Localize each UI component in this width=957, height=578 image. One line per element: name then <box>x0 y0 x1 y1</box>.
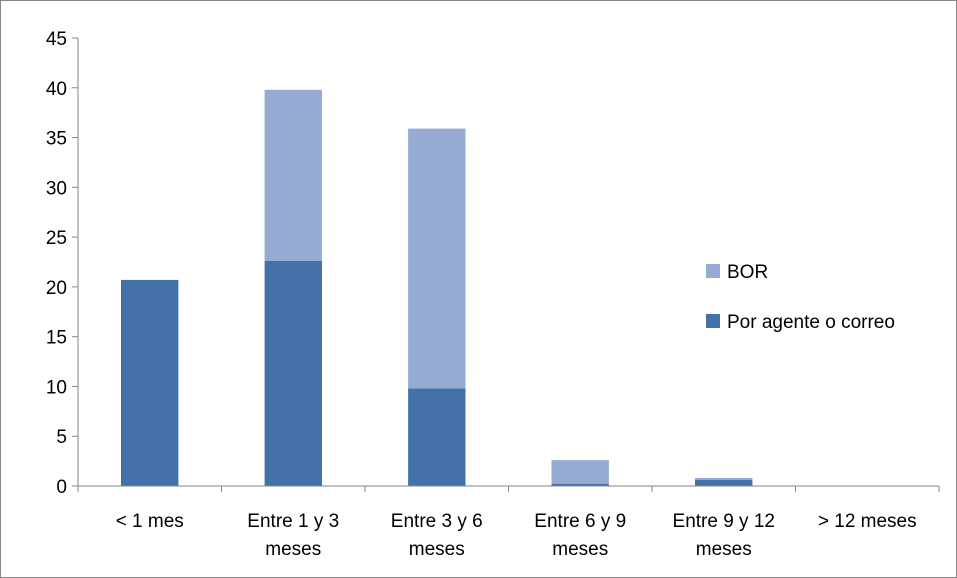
labels-layer: 0 5 10 15 20 25 30 35 40 45 < 1 mes Entre 1 y 3 mese… <box>46 29 917 560</box>
y-tick-label: 40 <box>46 79 67 100</box>
y-tick-label: 30 <box>46 178 67 199</box>
bar-por-agente-2 <box>408 388 466 486</box>
bar-bor-3 <box>551 460 609 484</box>
legend: BOR Por agente o correo <box>706 262 895 333</box>
x-category-label: Entre 3 y 6 meses <box>391 511 483 560</box>
x-category-label: < 1 mes <box>116 511 184 532</box>
x-category-label: Entre 9 y 12 meses <box>673 511 775 560</box>
legend-label: BOR <box>727 262 768 283</box>
y-tick-label: 0 <box>56 477 67 498</box>
x-category-label-line: Entre 6 y 9 <box>534 511 626 532</box>
y-tick-label: 5 <box>56 427 67 448</box>
x-category-label-line: < 1 mes <box>116 511 184 532</box>
bars-layer <box>121 89 753 486</box>
legend-swatch <box>706 314 720 328</box>
bar-bor-4 <box>695 478 753 480</box>
bar-bor-1 <box>264 89 322 261</box>
y-tick-label: 15 <box>46 328 67 349</box>
x-category-label-line: > 12 meses <box>818 511 917 532</box>
y-tick-label: 20 <box>46 278 67 299</box>
axes-layer <box>72 37 940 492</box>
x-category-label-line: Entre 1 y 3 <box>247 511 339 532</box>
bar-por-agente-4 <box>695 480 753 486</box>
x-category-label-line: meses <box>265 539 321 560</box>
legend-swatch <box>706 264 720 278</box>
y-tick-label: 45 <box>46 29 67 50</box>
x-category-label-line: meses <box>696 539 752 560</box>
y-tick-label: 35 <box>46 129 67 150</box>
x-category-label: Entre 1 y 3 meses <box>247 511 339 560</box>
x-category-label: > 12 meses <box>818 511 917 532</box>
y-tick-label: 10 <box>46 377 67 398</box>
bar-por-agente-0 <box>121 279 179 486</box>
x-category-label-line: Entre 3 y 6 <box>391 511 483 532</box>
y-tick-label: 25 <box>46 228 67 249</box>
bar-por-agente-3 <box>551 484 609 486</box>
x-category-label: Entre 6 y 9 meses <box>534 511 626 560</box>
x-category-label-line: meses <box>552 539 608 560</box>
x-category-label-line: Entre 9 y 12 <box>673 511 775 532</box>
bar-bor-2 <box>408 128 466 389</box>
bar-por-agente-1 <box>264 261 322 486</box>
legend-label: Por agente o correo <box>727 312 895 333</box>
x-category-label-line: meses <box>409 539 465 560</box>
